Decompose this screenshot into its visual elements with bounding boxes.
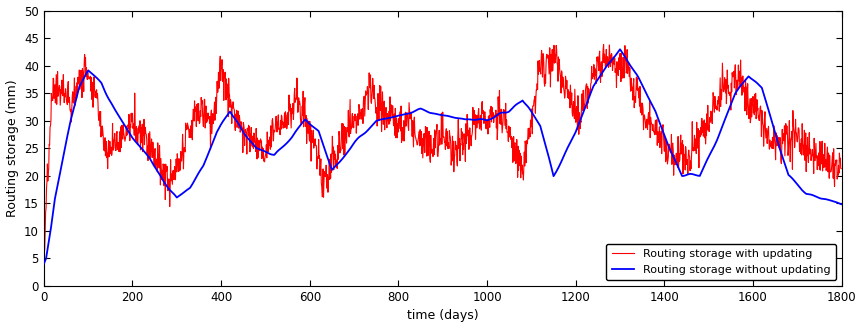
Routing storage with updating (363, 71, 374, 75)
Routing storage without updating (39, 262, 49, 266)
Routing storage without updating (363, 127, 374, 131)
Routing storage without updating (337, 157, 347, 161)
Routing storage with updating (835, 167, 846, 171)
Routing storage without updating (835, 202, 846, 206)
Legend: Routing storage with updating, Routing storage without updating: Routing storage with updating, Routing s… (605, 244, 835, 280)
Routing storage with updating (598, 43, 608, 47)
Routing storage without updating (84, 70, 95, 73)
Routing storage with updating (368, 84, 378, 88)
Routing storage with updating (84, 76, 95, 80)
Routing storage without updating (368, 122, 378, 126)
Routing storage without updating (582, 98, 592, 102)
Routing storage without updating (614, 47, 624, 51)
Line: Routing storage without updating: Routing storage without updating (44, 49, 840, 264)
Routing storage with updating (337, 121, 347, 125)
Routing storage with updating (582, 101, 592, 105)
Y-axis label: Routing storage (mm): Routing storage (mm) (5, 79, 19, 217)
Routing storage with updating (39, 277, 49, 280)
X-axis label: time (days): time (days) (406, 309, 478, 322)
Line: Routing storage with updating: Routing storage with updating (44, 45, 840, 278)
Routing storage without updating (208, 137, 219, 141)
Routing storage with updating (208, 111, 219, 114)
